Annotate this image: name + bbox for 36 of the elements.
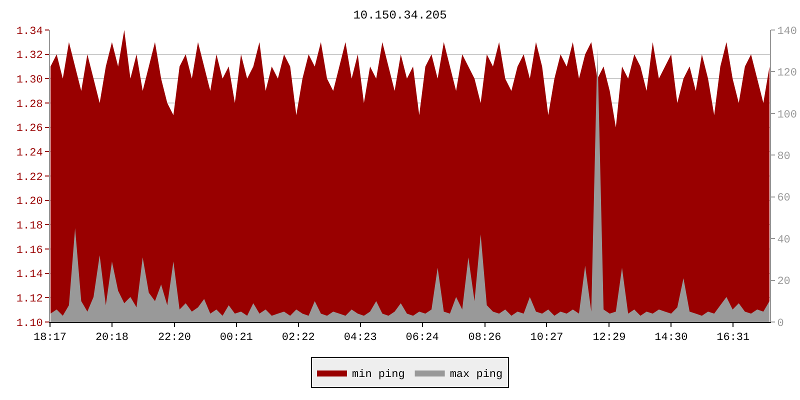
y-tick-label: 1.10 (16, 318, 43, 330)
x-tick-label: 08:26 (468, 332, 502, 344)
y-tick-label: 1.28 (16, 98, 43, 111)
y2-tick-label: 80 (777, 150, 790, 163)
x-tick-label: 10:27 (530, 332, 564, 344)
x-tick-label: 02:22 (282, 332, 315, 344)
x-tick-label: 22:20 (158, 332, 191, 344)
y-tick-label: 1.12 (16, 294, 43, 306)
y-tick-label: 1.16 (16, 244, 43, 257)
y-tick-label: 1.26 (16, 123, 43, 136)
y2-tick-label: 140 (777, 26, 798, 38)
y-tick-label: 1.30 (16, 74, 43, 87)
chart-title: 10.150.34.205 (353, 8, 447, 22)
x-tick-label: 14:30 (654, 332, 688, 344)
legend-label: max ping (450, 368, 503, 381)
y2-tick-label: 0 (777, 318, 784, 330)
y-tick-label: 1.18 (16, 220, 43, 233)
y-tick-label: 1.24 (16, 148, 44, 160)
y2-tick-label: 120 (777, 68, 798, 80)
y2-tick-label: 40 (777, 234, 790, 246)
x-tick-label: 16:31 (716, 332, 750, 344)
y-tick-label: 1.22 (16, 172, 43, 184)
legend-label: min ping (352, 368, 405, 381)
x-tick-label: 20:18 (95, 332, 128, 344)
x-tick-label: 06:24 (406, 332, 440, 344)
y-tick-label: 1.34 (16, 26, 44, 38)
x-tick-label: 12:29 (592, 332, 626, 344)
y2-tick-label: 100 (777, 109, 798, 122)
x-tick-label: 00:21 (220, 332, 254, 344)
y-tick-label: 1.20 (16, 196, 43, 208)
y2-tick-label: 60 (777, 192, 790, 205)
y2-tick-label: 20 (777, 276, 790, 288)
x-tick-label: 04:23 (344, 332, 377, 344)
x-tick-label: 18:17 (33, 332, 67, 344)
y-tick-label: 1.14 (16, 269, 44, 282)
y-tick-label: 1.32 (16, 50, 43, 62)
